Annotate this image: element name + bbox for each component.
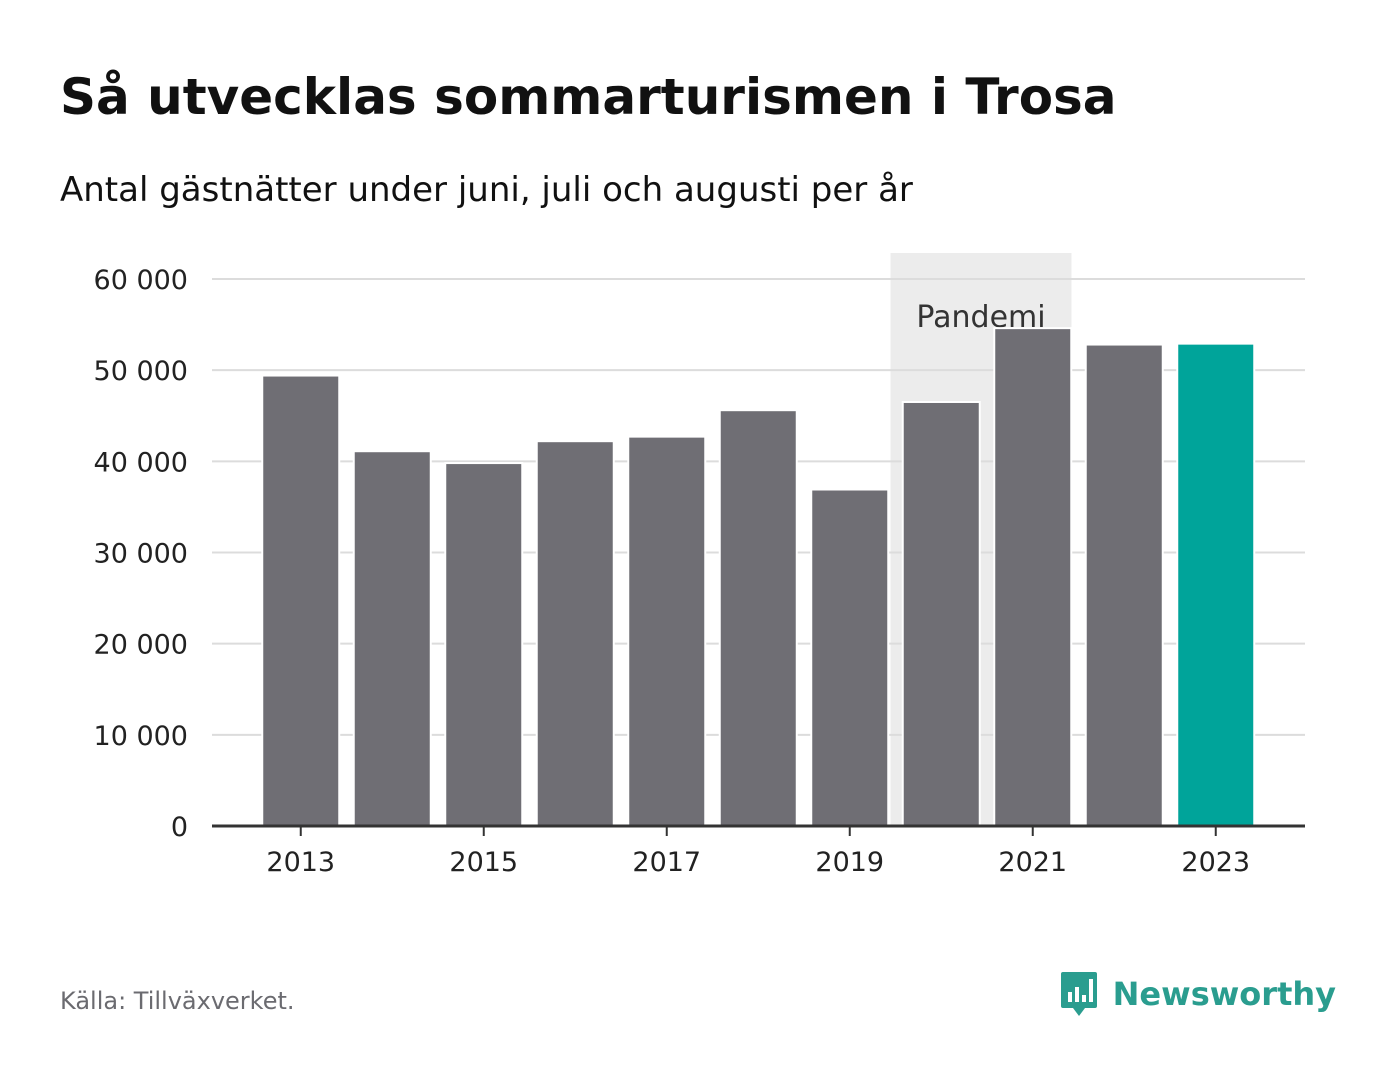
- bar-2015: [446, 464, 522, 826]
- y-tick-label: 0: [171, 812, 188, 843]
- source-note: Källa: Tillväxverket.: [60, 987, 295, 1015]
- brand-name: Newsworthy: [1112, 975, 1336, 1013]
- bar-2022: [1086, 345, 1162, 826]
- bar-2013: [263, 376, 339, 826]
- brand-logo[interactable]: Newsworthy: [1059, 970, 1336, 1018]
- y-tick-label: 30 000: [94, 539, 188, 570]
- chart-title: Så utvecklas sommarturismen i Trosa: [60, 68, 1117, 126]
- bar-2020: [903, 402, 979, 826]
- x-tick-label: 2015: [449, 847, 518, 878]
- bar-2019: [812, 490, 888, 826]
- bar-2018: [720, 411, 796, 826]
- y-tick-label: 60 000: [94, 265, 188, 296]
- x-tick-label: 2013: [266, 847, 335, 878]
- y-tick-label: 20 000: [94, 630, 188, 661]
- y-tick-label: 50 000: [94, 356, 188, 387]
- x-tick-label: 2019: [815, 847, 884, 878]
- bar-2017: [629, 437, 705, 826]
- x-tick-label: 2017: [632, 847, 701, 878]
- bar-2014: [354, 452, 430, 826]
- chart-subtitle: Antal gästnätter under juni, juli och au…: [60, 170, 913, 210]
- y-tick-label: 10 000: [94, 721, 188, 752]
- newsworthy-logo-icon: [1060, 972, 1097, 1016]
- bar-2021: [995, 329, 1071, 826]
- bar-2016: [537, 442, 613, 826]
- x-tick-label: 2021: [998, 847, 1067, 878]
- x-tick-label: 2023: [1181, 847, 1250, 878]
- bar-2023: [1178, 344, 1254, 826]
- y-tick-label: 40 000: [94, 447, 188, 478]
